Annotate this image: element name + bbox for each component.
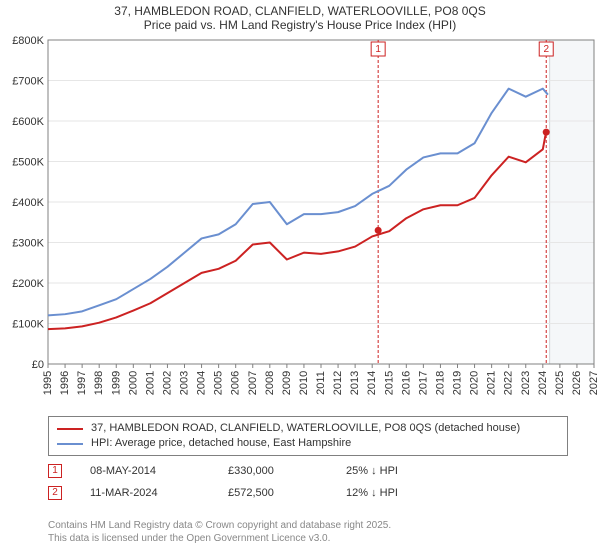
footer-line1: Contains HM Land Registry data © Crown c…: [48, 520, 568, 533]
svg-text:2016: 2016: [400, 371, 412, 395]
svg-text:£700K: £700K: [12, 76, 44, 88]
svg-text:2013: 2013: [349, 371, 361, 395]
chart-title-line1: 37, HAMBLEDON ROAD, CLANFIELD, WATERLOOV…: [0, 0, 600, 18]
svg-text:2023: 2023: [520, 371, 532, 395]
svg-text:1996: 1996: [59, 371, 71, 395]
svg-text:2015: 2015: [383, 371, 395, 395]
plot-area: £0 £100K £200K £300K £400K £500K £600K £700K £80…: [0, 34, 600, 404]
svg-text:2021: 2021: [486, 371, 498, 395]
svg-text:2007: 2007: [247, 371, 259, 395]
svg-text:1: 1: [375, 44, 381, 55]
legend-label: HPI: Average price, detached house, East…: [91, 436, 351, 451]
svg-text:1998: 1998: [93, 371, 105, 395]
svg-text:2014: 2014: [366, 371, 378, 395]
svg-text:2005: 2005: [213, 371, 225, 395]
chart-container: 37, HAMBLEDON ROAD, CLANFIELD, WATERLOOV…: [0, 0, 600, 560]
svg-text:£600K: £600K: [12, 116, 44, 128]
svg-text:2010: 2010: [298, 371, 310, 395]
svg-text:2009: 2009: [281, 371, 293, 395]
svg-text:2012: 2012: [332, 371, 344, 395]
svg-text:£400K: £400K: [12, 197, 44, 209]
legend-item: HPI: Average price, detached house, East…: [57, 436, 559, 451]
marker-badge: 1: [48, 464, 62, 478]
marker-badge: 2: [48, 486, 62, 500]
legend-label: 37, HAMBLEDON ROAD, CLANFIELD, WATERLOOV…: [91, 421, 520, 436]
svg-text:£100K: £100K: [12, 319, 44, 331]
svg-text:2006: 2006: [230, 371, 242, 395]
marker-row: 2 11-MAR-2024 £572,500 12% ↓ HPI: [48, 482, 568, 504]
svg-text:2026: 2026: [571, 371, 583, 395]
svg-text:2022: 2022: [503, 371, 515, 395]
marker-date: 11-MAR-2024: [90, 487, 200, 499]
marker-price: £572,500: [228, 487, 318, 499]
chart-title-line2: Price paid vs. HM Land Registry's House …: [0, 18, 600, 34]
marker-row: 1 08-MAY-2014 £330,000 25% ↓ HPI: [48, 460, 568, 482]
svg-text:2018: 2018: [434, 371, 446, 395]
footer-line2: This data is licensed under the Open Gov…: [48, 533, 568, 546]
svg-text:2001: 2001: [144, 371, 156, 395]
svg-text:2020: 2020: [469, 371, 481, 395]
legend-item: 37, HAMBLEDON ROAD, CLANFIELD, WATERLOOV…: [57, 421, 559, 436]
legend-swatch: [57, 428, 83, 430]
svg-text:2000: 2000: [127, 371, 139, 395]
svg-text:2027: 2027: [588, 371, 600, 395]
marker-pct: 12% ↓ HPI: [346, 487, 466, 499]
footer-attribution: Contains HM Land Registry data © Crown c…: [48, 520, 568, 545]
svg-text:2017: 2017: [417, 371, 429, 395]
svg-text:2002: 2002: [161, 371, 173, 395]
svg-text:2025: 2025: [554, 371, 566, 395]
svg-text:2008: 2008: [264, 371, 276, 395]
svg-text:2003: 2003: [179, 371, 191, 395]
svg-text:2: 2: [543, 44, 549, 55]
plot-svg: £0 £100K £200K £300K £400K £500K £600K £700K £80…: [0, 34, 600, 404]
svg-text:£800K: £800K: [12, 35, 44, 47]
svg-text:2011: 2011: [315, 371, 327, 395]
marker-badge-num: 1: [52, 466, 58, 476]
svg-text:2004: 2004: [196, 371, 208, 395]
marker-date: 08-MAY-2014: [90, 465, 200, 477]
svg-text:£300K: £300K: [12, 238, 44, 250]
marker-table: 1 08-MAY-2014 £330,000 25% ↓ HPI 2 11-MA…: [48, 460, 568, 504]
marker-badge-num: 2: [52, 488, 58, 498]
svg-text:1995: 1995: [42, 371, 54, 395]
svg-text:£200K: £200K: [12, 278, 44, 290]
svg-text:1997: 1997: [76, 371, 88, 395]
marker-pct: 25% ↓ HPI: [346, 465, 466, 477]
svg-text:2024: 2024: [537, 371, 549, 395]
svg-text:£500K: £500K: [12, 157, 44, 169]
marker-price: £330,000: [228, 465, 318, 477]
legend: 37, HAMBLEDON ROAD, CLANFIELD, WATERLOOV…: [48, 416, 568, 456]
legend-swatch: [57, 443, 83, 445]
svg-text:1999: 1999: [110, 371, 122, 395]
svg-text:£0: £0: [32, 359, 44, 371]
svg-text:2019: 2019: [452, 371, 464, 395]
